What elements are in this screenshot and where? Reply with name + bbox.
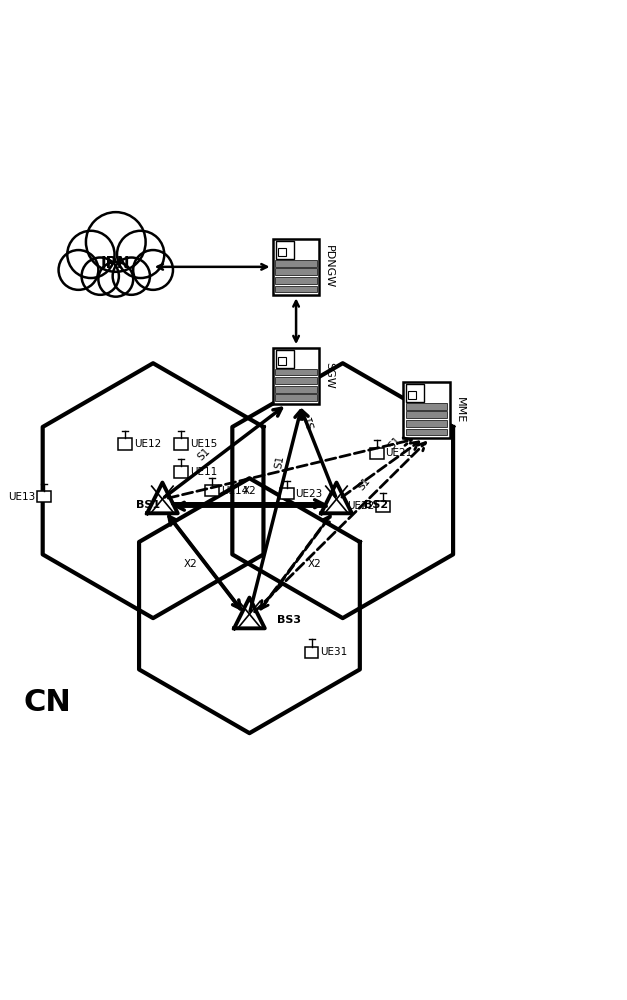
Bar [276, 241, 293, 259]
Text: S1: S1 [273, 454, 286, 469]
Bar [276, 350, 293, 368]
Bar [403, 382, 450, 438]
Circle shape [86, 212, 145, 272]
Bar [278, 248, 286, 256]
Circle shape [67, 231, 115, 278]
Text: X2: X2 [243, 486, 256, 496]
Circle shape [113, 258, 150, 295]
Text: X2: X2 [308, 559, 322, 569]
Text: SGW: SGW [324, 362, 334, 389]
Bar [376, 501, 390, 512]
Text: S1: S1 [196, 446, 212, 462]
Text: S1: S1 [357, 476, 372, 492]
Circle shape [133, 250, 173, 290]
Bar [174, 438, 188, 450]
Text: UE22: UE22 [347, 501, 374, 511]
Bar [275, 386, 317, 393]
Bar [406, 420, 448, 427]
Bar [406, 429, 448, 435]
Text: UE13: UE13 [8, 492, 36, 502]
Text: UE23: UE23 [295, 489, 323, 499]
Bar [278, 357, 286, 365]
Text: S1: S1 [387, 435, 403, 452]
Bar [406, 384, 424, 402]
Bar [275, 369, 317, 375]
Bar [174, 466, 188, 478]
Text: UE15: UE15 [190, 439, 217, 449]
Text: BS1: BS1 [136, 500, 160, 510]
Bar [275, 260, 317, 267]
Text: IPN: IPN [101, 256, 130, 271]
Bar [273, 239, 319, 295]
Circle shape [58, 250, 98, 290]
Polygon shape [147, 483, 178, 513]
Text: PDNGW: PDNGW [324, 245, 334, 288]
Text: UE12: UE12 [134, 439, 161, 449]
Bar [275, 394, 317, 401]
Bar [275, 268, 317, 275]
Bar [280, 488, 293, 499]
Bar [275, 377, 317, 384]
Bar [273, 348, 319, 404]
Bar [406, 403, 448, 410]
Text: BS2: BS2 [364, 500, 388, 510]
Text: X2: X2 [184, 559, 198, 569]
Text: S1: S1 [303, 414, 317, 429]
Text: CN: CN [23, 688, 71, 717]
Polygon shape [234, 598, 265, 628]
Text: UE31: UE31 [320, 647, 347, 657]
Text: UE11: UE11 [190, 467, 217, 477]
Circle shape [117, 231, 164, 278]
Text: UE21: UE21 [386, 448, 413, 458]
Bar [370, 448, 384, 459]
Circle shape [82, 258, 119, 295]
Polygon shape [321, 483, 352, 513]
Bar [275, 286, 317, 292]
Bar [38, 491, 51, 502]
Text: UE14: UE14 [221, 486, 248, 496]
Bar [406, 411, 448, 418]
Bar [205, 485, 219, 496]
Circle shape [98, 262, 133, 297]
Bar [305, 647, 319, 658]
Text: BS3: BS3 [277, 615, 301, 625]
Text: MME: MME [455, 397, 465, 423]
Bar [408, 391, 416, 399]
Bar [119, 438, 132, 450]
Bar [275, 277, 317, 284]
